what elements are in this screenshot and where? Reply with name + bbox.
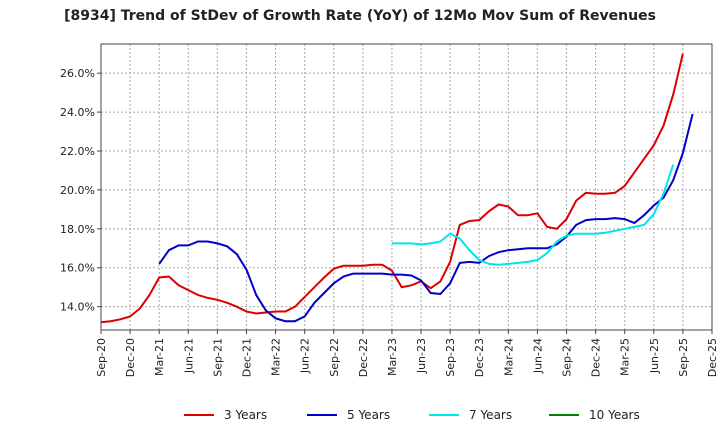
- y-axis-ticks: 14.0% 16.0% 18.0% 20.0% 22.0% 24.0% 26.0%: [60, 67, 101, 314]
- y-tick-label: 20.0%: [60, 184, 95, 197]
- x-tick-label: Mar-21: [153, 338, 166, 376]
- y-tick-label: 14.0%: [60, 301, 95, 314]
- x-tick-label: Dec-20: [124, 338, 137, 377]
- x-tick-label: Mar-24: [502, 338, 515, 376]
- x-tick-label: Jun-25: [648, 338, 661, 374]
- legend-label: 5 Years: [347, 408, 390, 422]
- x-tick-label: Mar-22: [270, 338, 283, 376]
- plot-area: [100, 43, 713, 331]
- x-tick-label: Mar-25: [619, 338, 632, 376]
- x-tick-label: Sep-24: [561, 338, 574, 377]
- chart-title: [8934] Trend of StDev of Growth Rate (Yo…: [64, 8, 656, 24]
- x-tick-label: Jun-23: [415, 338, 428, 374]
- legend-label: 3 Years: [224, 408, 267, 422]
- series-line-7-years: [392, 164, 675, 266]
- series-lines: [100, 53, 694, 324]
- x-tick-label: Dec-22: [357, 338, 370, 377]
- y-tick-label: 22.0%: [60, 145, 95, 158]
- x-tick-label: Dec-25: [706, 338, 719, 377]
- x-tick-label: Sep-25: [677, 338, 690, 377]
- y-tick-label: 16.0%: [60, 262, 95, 275]
- legend: 3 Years 5 Years 7 Years 10 Years: [184, 408, 640, 422]
- y-tick-label: 26.0%: [60, 67, 95, 80]
- legend-label: 7 Years: [469, 408, 512, 422]
- x-tick-label: Sep-23: [444, 338, 457, 377]
- x-tick-label: Jun-24: [531, 338, 544, 374]
- x-tick-label: Dec-21: [240, 338, 253, 377]
- x-tick-label: Dec-23: [473, 338, 486, 377]
- y-tick-label: 24.0%: [60, 106, 95, 119]
- x-axis-ticks: Sep-20 Dec-20 Mar-21 Jun-21 Sep-21 Dec-21 Mar-…: [95, 330, 719, 377]
- grid: [100, 44, 713, 330]
- x-tick-label: Jun-22: [299, 338, 312, 374]
- legend-label: 10 Years: [589, 408, 640, 422]
- series-line-3-years: [100, 53, 684, 324]
- x-tick-label: Sep-21: [211, 338, 224, 377]
- x-tick-label: Mar-23: [386, 338, 399, 376]
- x-tick-label: Sep-20: [95, 338, 108, 377]
- x-tick-label: Sep-22: [328, 338, 341, 377]
- x-tick-label: Jun-21: [182, 338, 195, 374]
- axes: [100, 43, 713, 331]
- series-line-5-years: [158, 113, 694, 323]
- y-tick-label: 18.0%: [60, 223, 95, 236]
- x-tick-label: Dec-24: [590, 338, 603, 377]
